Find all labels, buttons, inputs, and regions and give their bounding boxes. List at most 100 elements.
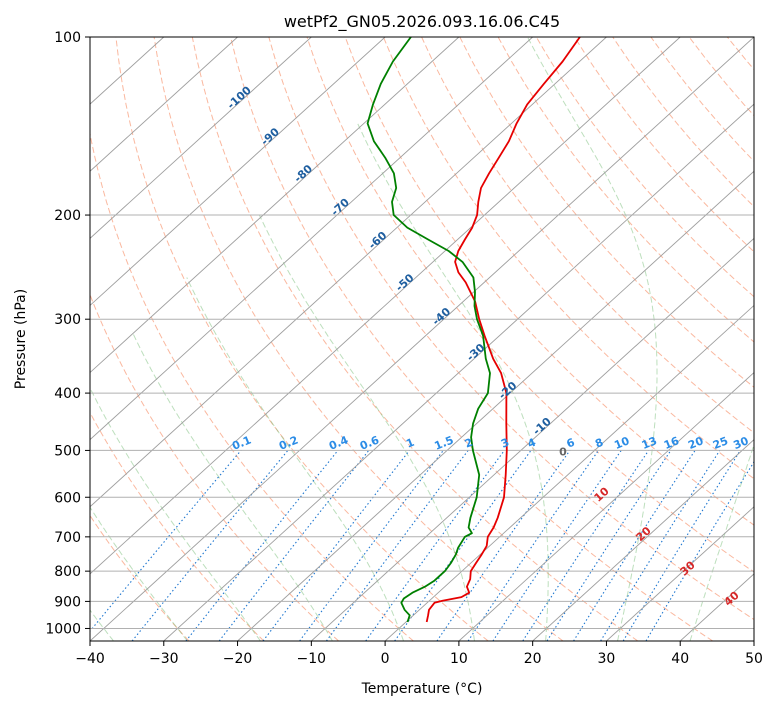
y-tick-label: 500: [54, 443, 81, 459]
y-tick-label: 300: [54, 312, 81, 328]
isotherm-label: -50: [393, 271, 417, 294]
grid: [90, 37, 754, 641]
x-tick-label: 40: [671, 651, 689, 667]
isotherm-line: [237, 170, 754, 641]
y-tick-label: 400: [54, 386, 81, 402]
dry-adiabat-line: [535, 37, 754, 298]
isotherm-line: [90, 37, 460, 374]
dry-adiabat-line: [230, 37, 713, 641]
isotherm-label: -60: [366, 229, 390, 252]
dry-adiabat-line: [497, 37, 754, 343]
dry-adiabat-line: [688, 37, 754, 117]
mixing-ratio-line: [467, 450, 599, 641]
moist-adiabat-line: [90, 609, 114, 641]
dry-adiabat-line: [459, 37, 754, 388]
isotherm-line: [384, 304, 754, 641]
isotherm-line: [90, 37, 754, 641]
moist-adiabat-line: [527, 37, 658, 641]
y-tick-label: 700: [54, 530, 81, 546]
isotherm-label: -100: [225, 84, 254, 112]
isotherm-line: [311, 237, 754, 641]
mixing-ratio-line: [600, 450, 721, 641]
chart-title: wetPf2_GN05.2026.093.16.06.C45: [284, 12, 560, 32]
mixing-ratio-label: 20: [686, 434, 705, 452]
isotherm-label: -40: [430, 305, 454, 328]
y-tick-label: 100: [54, 30, 81, 46]
mixing-ratio-line: [645, 460, 754, 641]
x-tick-label: −30: [149, 651, 179, 667]
warm-isotherm-label: 10: [592, 485, 612, 505]
dry-adiabat-line: [650, 37, 754, 162]
profile-series: [366, 37, 581, 623]
x-tick-label: 10: [450, 651, 468, 667]
mixing-ratio-line: [325, 450, 469, 641]
mixing-ratio-line: [299, 450, 444, 641]
isotherm-line: [90, 37, 238, 172]
plot-frame: [89, 36, 755, 642]
mixing-ratio-label: 13: [640, 434, 659, 452]
isotherm-line: [163, 103, 754, 641]
x-tick-label: 20: [524, 651, 542, 667]
dry-adiabat-line: [726, 37, 754, 71]
series-temperature-line: [425, 37, 581, 623]
moist-adiabat-line: [186, 277, 405, 641]
isotherm-line: [90, 37, 312, 239]
isotherm-line: [753, 640, 754, 641]
reference-lines: [90, 37, 775, 641]
mixing-ratio-line: [131, 450, 289, 641]
mixing-ratio-label: 1: [404, 436, 416, 451]
dry-adiabat-line: [344, 37, 754, 526]
mixing-ratio-line: [365, 450, 505, 641]
mixing-ratio-label: 2: [463, 436, 475, 451]
mixing-ratio-label: 8: [593, 436, 605, 451]
y-axis-label: Pressure (hPa): [13, 289, 29, 389]
mixing-ratio-label: 3: [499, 436, 511, 451]
mixing-ratio-label: 4: [526, 436, 538, 451]
mixing-ratio-line: [492, 450, 622, 641]
isotherm-label: -10: [530, 415, 554, 438]
moist-adiabat-line: [258, 214, 475, 641]
x-tick-label: 50: [745, 651, 763, 667]
dry-adiabat-line: [268, 37, 754, 621]
y-tick-label: 800: [54, 564, 81, 580]
dry-adiabat-line: [115, 37, 489, 641]
x-tick-label: 0: [381, 651, 390, 667]
mixing-ratio-label: 10: [612, 434, 631, 452]
mixing-ratio-line: [262, 450, 410, 641]
isotherm-line: [90, 37, 533, 441]
dry-adiabat-line: [612, 37, 754, 208]
warm-isotherm-label: 30: [678, 558, 698, 578]
dry-adiabat-line: [90, 514, 190, 641]
isotherm-line: [532, 439, 754, 641]
dry-adiabat-line: [90, 411, 265, 641]
series-dewpoint-line: [366, 37, 491, 623]
y-axis: 1000 900 800 700 600 500 400 300 200 100: [45, 30, 90, 637]
moist-adiabat-line: [90, 386, 261, 641]
mixing-ratio-line: [218, 450, 370, 641]
mixing-ratio-line: [546, 450, 672, 641]
isotherm-label: -90: [258, 125, 282, 148]
zero-isotherm-label: 0: [559, 446, 567, 459]
x-axis: −40 −30 −20 −10 0 10 20 30 40 50: [75, 641, 763, 667]
mixing-ratio-label: 36: [752, 434, 771, 452]
warm-isotherm-label: 40: [722, 589, 742, 609]
mixing-ratio-label: 16: [662, 434, 681, 452]
dry-adiabat-line: [574, 37, 754, 253]
isotherm-line: [606, 506, 754, 641]
mixing-ratio-line: [522, 450, 650, 641]
moist-adiabat-line: [689, 443, 754, 641]
dry-adiabat-line: [766, 37, 775, 641]
warm-isotherm-label: 20: [634, 524, 654, 544]
dry-adiabat-line: [421, 37, 754, 434]
mixing-ratio-label: 30: [731, 434, 750, 452]
x-axis-label: Temperature (°C): [361, 681, 483, 697]
mixing-ratio-line: [90, 450, 242, 632]
x-tick-label: −20: [223, 651, 253, 667]
dry-adiabat-line: [191, 37, 639, 641]
mixing-ratio-line: [185, 450, 339, 641]
moist-adiabat-line: [131, 331, 333, 641]
isotherm-line: [90, 37, 386, 307]
dry-adiabat-line: [90, 131, 414, 641]
isotherm-line: [90, 37, 681, 575]
mixing-ratio-line: [622, 450, 741, 641]
